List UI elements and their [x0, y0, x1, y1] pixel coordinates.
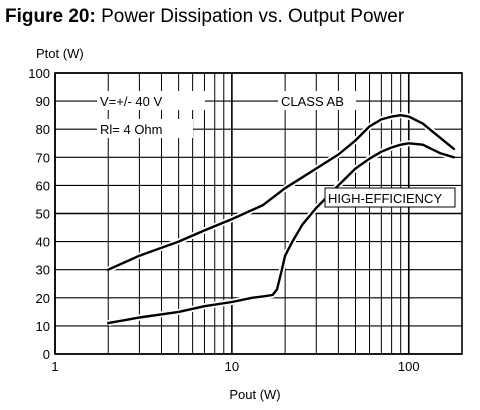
figure-title-text: Power Dissipation vs. Output Power: [101, 6, 405, 27]
y-tick-label: 20: [36, 291, 50, 306]
annotation-group: V=+/- 40 V Rl= 4 Ohm CLASS AB HIGH-EFFICIEN…: [97, 91, 456, 208]
y-tick-label: 80: [36, 122, 50, 137]
series-group: [106, 112, 456, 327]
figure-number: Figure 20:: [5, 6, 96, 27]
supply-voltage-annotation: V=+/- 40 V: [100, 94, 162, 109]
y-tick-label: 90: [36, 94, 50, 109]
y-axis-label: Ptot (W): [36, 46, 84, 61]
y-tick-label: 60: [36, 178, 50, 193]
supply-voltage-annotation-bg: [97, 91, 205, 110]
series-line: [107, 142, 456, 325]
plot-frame: [54, 72, 463, 355]
x-tick-label: 100: [398, 359, 420, 374]
y-tick-label: 50: [36, 207, 50, 222]
y-tick-label: 10: [36, 319, 50, 334]
x-tick-label: 10: [225, 359, 239, 374]
series-label-class-ab-bg: [278, 91, 356, 110]
series-label-high-efficiency: HIGH-EFFICIENCY: [328, 191, 442, 206]
y-tick-label: 30: [36, 263, 50, 278]
load-resistance-annotation-bg: [97, 119, 193, 138]
y-tick-label: 100: [28, 66, 50, 81]
load-resistance-annotation: Rl= 4 Ohm: [100, 122, 163, 137]
x-tick-label: 1: [51, 359, 58, 374]
figure-title: Figure 20: Power Dissipation vs. Output …: [5, 6, 404, 28]
y-tick-label: 70: [36, 150, 50, 165]
y-tick-label: 0: [43, 347, 50, 362]
series-label-class-ab: CLASS AB: [281, 94, 344, 109]
series-halo: [107, 140, 455, 327]
series-label-high-efficiency-bg: [324, 187, 456, 208]
x-axis-label: Pout (W): [229, 387, 280, 402]
y-tick-label: 40: [36, 235, 50, 250]
series-line: [107, 114, 456, 271]
